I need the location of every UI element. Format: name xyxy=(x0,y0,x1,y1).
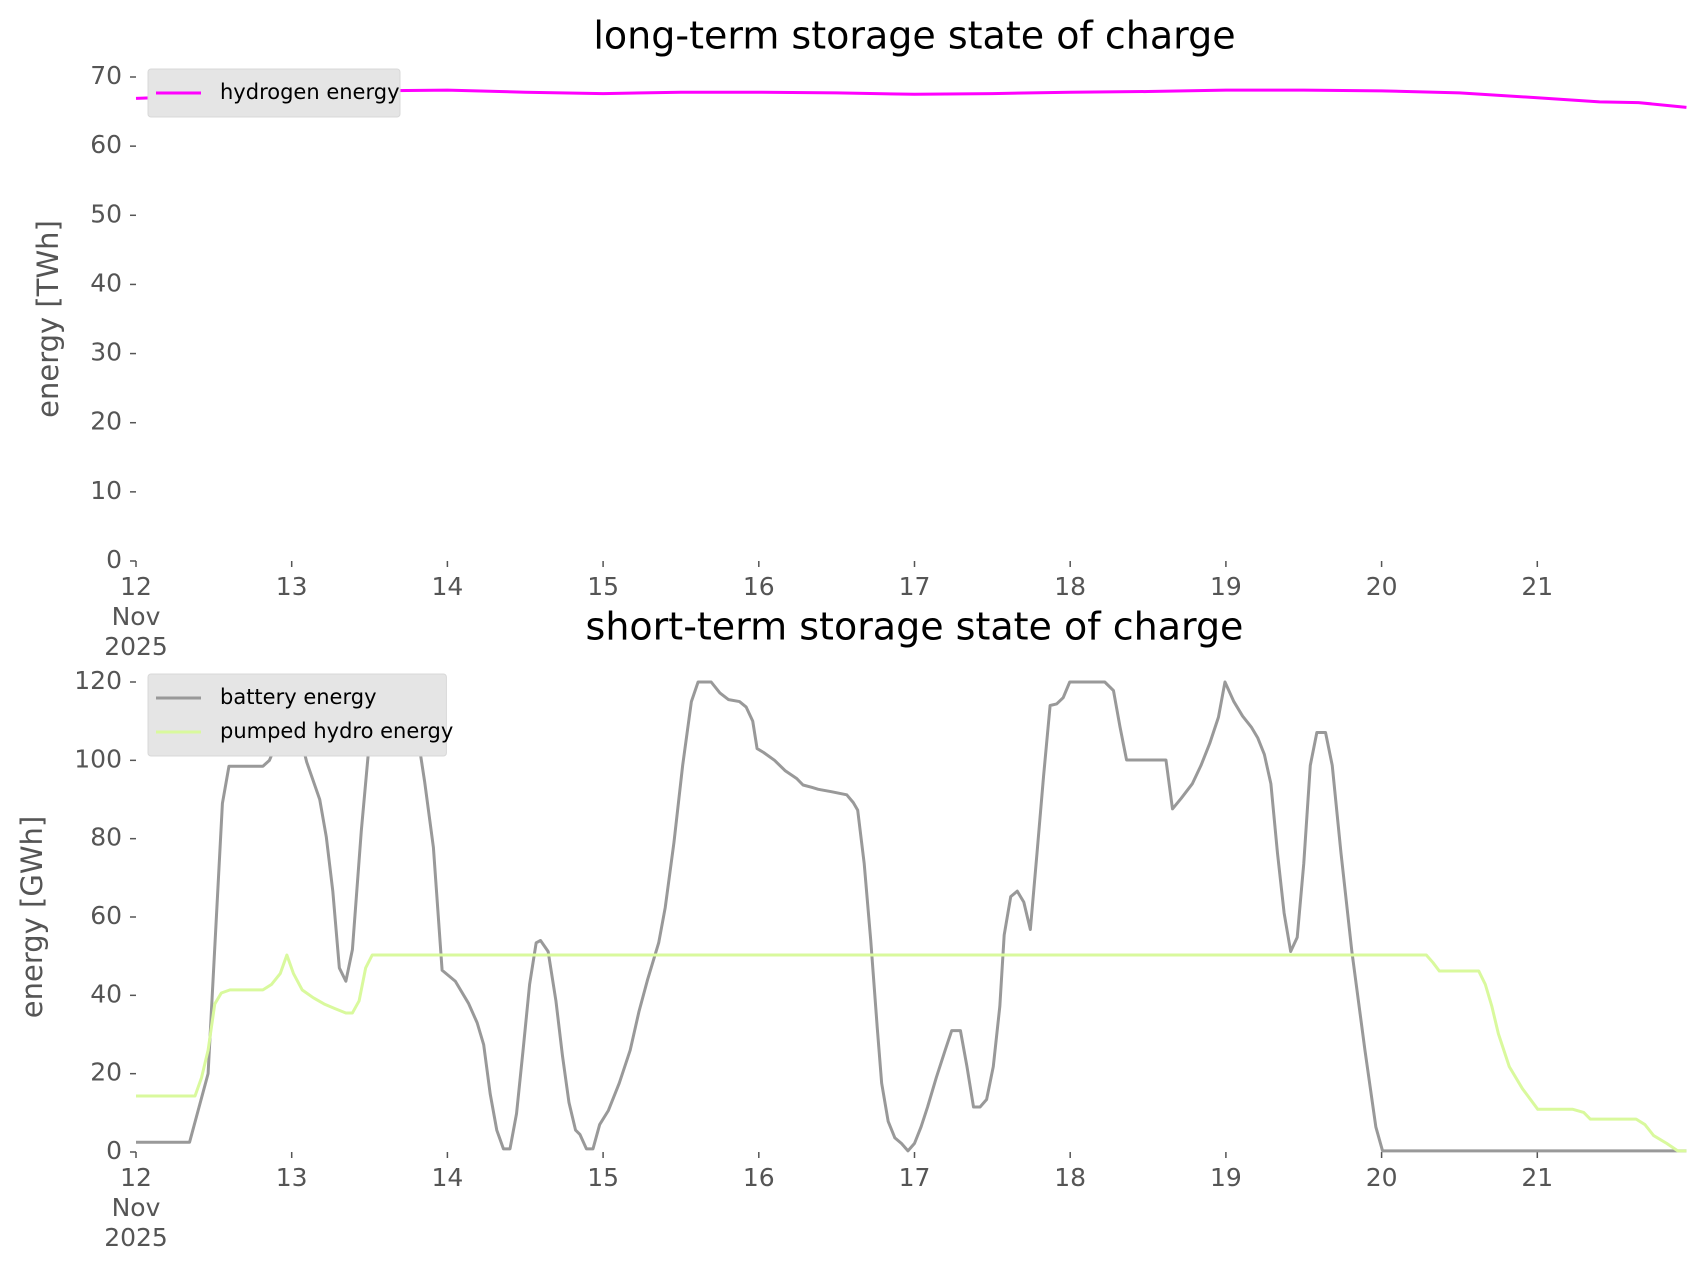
y-tick-label: 80 xyxy=(90,823,122,852)
x-tick-label: 18 xyxy=(1054,572,1086,601)
x-tick-label: 14 xyxy=(431,572,463,601)
legend-label: battery energy xyxy=(220,685,377,709)
series-line xyxy=(136,680,1687,1153)
y-tick-label: 20 xyxy=(90,1058,122,1087)
y-tick-label: 40 xyxy=(90,979,122,1008)
x-tick-label: 20 xyxy=(1366,1163,1398,1192)
chart-title: short-term storage state of charge xyxy=(586,605,1244,649)
x-tick-label: 16 xyxy=(743,572,775,601)
y-tick-label: 0 xyxy=(106,1136,122,1165)
y-tick-label: 100 xyxy=(74,744,122,773)
legend-box xyxy=(147,68,401,118)
x-tick-label: 14 xyxy=(431,1163,463,1192)
x-tick-label: 12 Nov 2025 xyxy=(104,1163,168,1252)
x-tick-label: 15 xyxy=(587,572,619,601)
y-tick-label: 10 xyxy=(90,476,122,505)
series-line xyxy=(135,88,1687,109)
x-tick-label: 19 xyxy=(1210,572,1242,601)
x-tick-label: 17 xyxy=(899,1163,931,1192)
x-tick-label: 13 xyxy=(276,572,308,601)
y-tick-label: 0 xyxy=(106,545,122,574)
legend-label: pumped hydro energy xyxy=(220,719,453,743)
y-tick-label: 30 xyxy=(90,338,122,367)
x-tick-label: 13 xyxy=(276,1163,308,1192)
legend-label: hydrogen energy xyxy=(220,80,400,104)
x-tick-label: 12 Nov 2025 xyxy=(104,572,168,661)
y-tick-label: 60 xyxy=(90,130,122,159)
x-tick-label: 19 xyxy=(1210,1163,1242,1192)
x-tick-label: 15 xyxy=(587,1163,619,1192)
y-tick-label: 120 xyxy=(74,666,122,695)
x-tick-label: 17 xyxy=(899,572,931,601)
y-tick-label: 50 xyxy=(90,199,122,228)
y-tick-label: 60 xyxy=(90,901,122,930)
legend-box xyxy=(147,673,447,757)
x-tick-label: 21 xyxy=(1521,572,1553,601)
x-tick-label: 20 xyxy=(1366,572,1398,601)
x-tick-label: 16 xyxy=(743,1163,775,1192)
y-tick-label: 70 xyxy=(90,61,122,90)
y-axis-label: energy [GWh] xyxy=(15,816,49,1018)
x-tick-label: 18 xyxy=(1054,1163,1086,1192)
series-line xyxy=(136,953,1687,1153)
y-tick-label: 20 xyxy=(90,407,122,436)
legend: hydrogen energy xyxy=(147,68,401,118)
legend: battery energy pumped hydro energy xyxy=(147,673,453,757)
chart-title: long-term storage state of charge xyxy=(593,14,1235,58)
x-tick-label: 21 xyxy=(1521,1163,1553,1192)
y-axis-label: energy [TWh] xyxy=(31,220,65,418)
y-tick-label: 40 xyxy=(90,268,122,297)
